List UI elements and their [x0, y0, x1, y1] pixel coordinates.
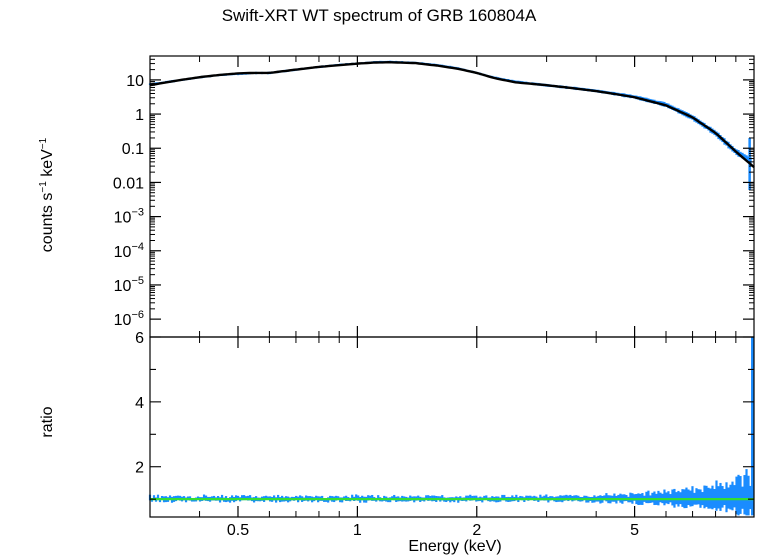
y-tick-label: 10−3 — [114, 207, 144, 227]
y-tick-label: 10−6 — [114, 309, 144, 329]
y-tick-label: 10−5 — [114, 275, 144, 295]
x-tick-label: 1 — [353, 522, 362, 539]
y-tick-label: 10 — [126, 73, 144, 90]
spectrum-data-series — [148, 60, 752, 191]
y-tick-label: 0.1 — [122, 141, 144, 158]
ratio-y-tick-label: 2 — [135, 460, 144, 477]
ratio-data-series — [148, 337, 754, 516]
x-tick-label: 2 — [472, 522, 481, 539]
x-tick-label: 5 — [630, 522, 639, 539]
tick-labels: 10 1 0.1 0.01 10−3 10−4 10−5 10−6 2 4 6 0.5 1 2 5 — [113, 73, 639, 539]
y-tick-label: 0.01 — [113, 175, 144, 192]
y-tick-label: 1 — [135, 107, 144, 124]
spectrum-model-series — [149, 60, 755, 169]
ratio-panel-frame — [149, 336, 755, 518]
plot-frames — [149, 55, 755, 518]
axis-ticks — [149, 56, 754, 517]
y-axis-label-bottom: ratio — [39, 406, 56, 437]
spectrum-panel-frame — [149, 55, 755, 338]
chart-title: Swift-XRT WT spectrum of GRB 160804A — [221, 6, 537, 25]
ratio-y-tick-label: 6 — [135, 330, 144, 347]
y-axis-label-top: counts s−1 keV−1 — [38, 137, 56, 252]
x-axis-label: Energy (keV) — [408, 538, 501, 555]
model-curve — [149, 60, 755, 169]
ratio-y-tick-label: 4 — [135, 395, 144, 412]
y-tick-label: 10−4 — [114, 241, 144, 261]
x-tick-label: 0.5 — [227, 522, 249, 539]
